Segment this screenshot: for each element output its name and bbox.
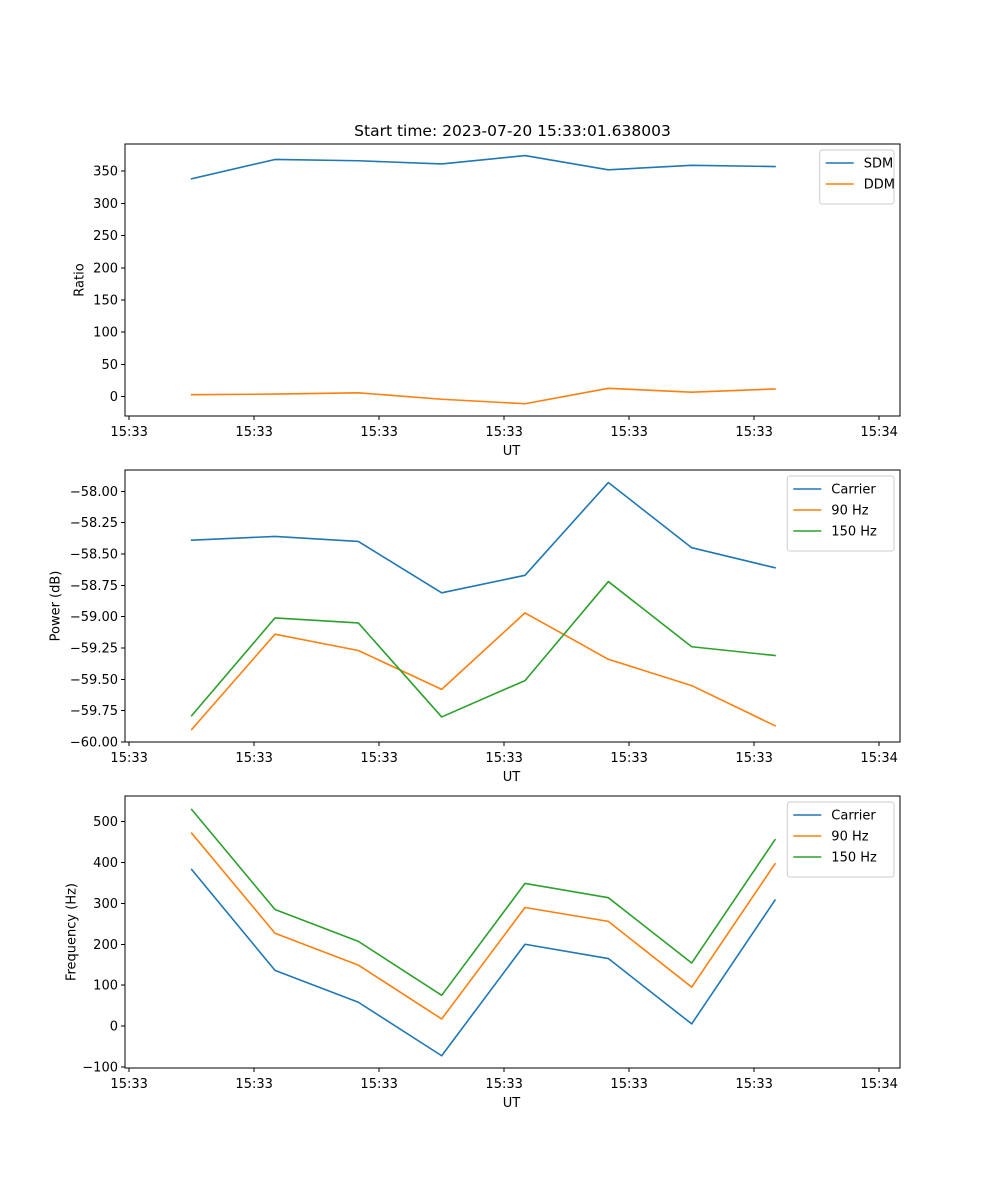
frequency-x-tick-label: 15:33 [735, 1077, 772, 1092]
power-y-tick-label: −58.00 [70, 485, 118, 500]
ratio-y-tick-label: 150 [93, 293, 118, 308]
power-y-tick-label: −58.75 [70, 579, 118, 594]
frequency-y-tick-label: 400 [93, 856, 118, 871]
frequency-x-tick-label: 15:33 [610, 1077, 647, 1092]
power-series-90-hz-line [190, 612, 777, 731]
ratio-y-tick-label: 0 [110, 390, 118, 405]
figure-title: Start time: 2023-07-20 15:33:01.638003 [354, 122, 671, 140]
power-y-tick-label: −58.25 [70, 516, 118, 531]
frequency-y-tick-label: 300 [93, 897, 118, 912]
ratio-x-tick-label: 15:33 [235, 425, 272, 440]
frequency-x-tick-label: 15:33 [360, 1077, 397, 1092]
power-panel: 15:33 15:33 15:33 15:33 15:33 15:33 15:34 −60.0… [48, 469, 901, 785]
frequency-series-150-hz-line [190, 808, 777, 997]
power-y-tick-label: −59.25 [70, 641, 118, 656]
ratio-y-tick-label: 100 [93, 326, 118, 341]
frequency-legend-box [786, 801, 895, 878]
power-x-tick-label: 15:33 [110, 751, 147, 766]
ratio-y-axis-label: Ratio [73, 263, 88, 296]
power-y-tick-label: −60.00 [70, 736, 118, 751]
ratio-x-tick-label: 15:33 [110, 425, 147, 440]
frequency-legend-label-90-hz: 90 Hz [831, 830, 868, 845]
ratio-panel: 15:33 15:33 15:33 15:33 15:33 15:33 15:34 0 50 10… [73, 143, 901, 459]
power-series-150-hz-line [190, 580, 776, 718]
frequency-x-axis-label: UT [503, 1096, 521, 1111]
power-legend-label-90-hz: 90 Hz [831, 504, 868, 519]
power-axes-frame [124, 469, 901, 743]
frequency-x-tick-label: 15:33 [235, 1077, 272, 1092]
ratio-x-axis-label: UT [503, 444, 521, 459]
frequency-legend-label-150-hz: 150 Hz [831, 851, 877, 866]
power-y-tick-label: −58.50 [70, 547, 118, 562]
power-y-tick-label: −59.75 [70, 704, 118, 719]
ratio-legend-label-sdm: SDM [864, 157, 893, 172]
power-y-tick-label: −59.50 [70, 673, 118, 688]
ratio-y-tick-label: 350 [93, 165, 118, 180]
ratio-series-ddm-line [190, 387, 776, 405]
frequency-x-tick-label: 15:34 [860, 1077, 897, 1092]
power-legend-box [786, 475, 895, 552]
ratio-x-tick-label: 15:33 [610, 425, 647, 440]
frequency-y-tick-label: −100 [82, 1060, 118, 1075]
ratio-legend-label-ddm: DDM [864, 178, 895, 193]
power-y-tick-label: −59.00 [70, 610, 118, 625]
ratio-x-tick-label: 15:34 [860, 425, 897, 440]
frequency-series-90-hz-line [190, 832, 777, 1020]
power-x-tick-label: 15:33 [610, 751, 647, 766]
frequency-y-axis-label: Frequency (Hz) [65, 883, 80, 981]
frequency-x-tick-label: 15:33 [110, 1077, 147, 1092]
frequency-y-tick-label: 100 [93, 979, 118, 994]
ratio-y-tick-label: 50 [101, 358, 118, 373]
ratio-axes-frame [124, 143, 901, 417]
frequency-x-tick-label: 15:33 [485, 1077, 522, 1092]
ratio-y-tick-label: 200 [93, 261, 118, 276]
frequency-y-tick-label: 200 [93, 938, 118, 953]
frequency-panel: 15:33 15:33 15:33 15:33 15:33 15:33 15:34 −100 0… [65, 795, 901, 1111]
power-x-tick-label: 15:33 [485, 751, 522, 766]
power-legend-label-carrier: Carrier [831, 483, 876, 498]
ratio-x-tick-label: 15:33 [735, 425, 772, 440]
power-legend-label-150-hz: 150 Hz [831, 525, 877, 540]
ratio-x-tick-label: 15:33 [360, 425, 397, 440]
power-x-tick-label: 15:33 [235, 751, 272, 766]
ratio-legend: SDM DDM [819, 149, 895, 205]
ratio-y-tick-label: 250 [93, 229, 118, 244]
frequency-axes-frame [124, 795, 901, 1069]
ratio-series-sdm-line [190, 154, 776, 180]
frequency-legend: Carrier 90 Hz 150 Hz [786, 801, 895, 878]
power-y-axis-label: Power (dB) [48, 571, 63, 642]
power-x-tick-label: 15:34 [860, 751, 897, 766]
ratio-x-tick-label: 15:33 [485, 425, 522, 440]
frequency-y-tick-label: 500 [93, 815, 118, 830]
ratio-y-tick-label: 300 [93, 197, 118, 212]
frequency-series-carrier-line [190, 868, 777, 1057]
frequency-legend-label-carrier: Carrier [831, 809, 876, 824]
power-x-axis-label: UT [503, 770, 521, 785]
power-x-tick-label: 15:33 [360, 751, 397, 766]
frequency-y-tick-label: 0 [110, 1019, 118, 1034]
power-legend: Carrier 90 Hz 150 Hz [786, 475, 895, 552]
power-x-tick-label: 15:33 [735, 751, 772, 766]
power-series-carrier-line [190, 481, 776, 594]
